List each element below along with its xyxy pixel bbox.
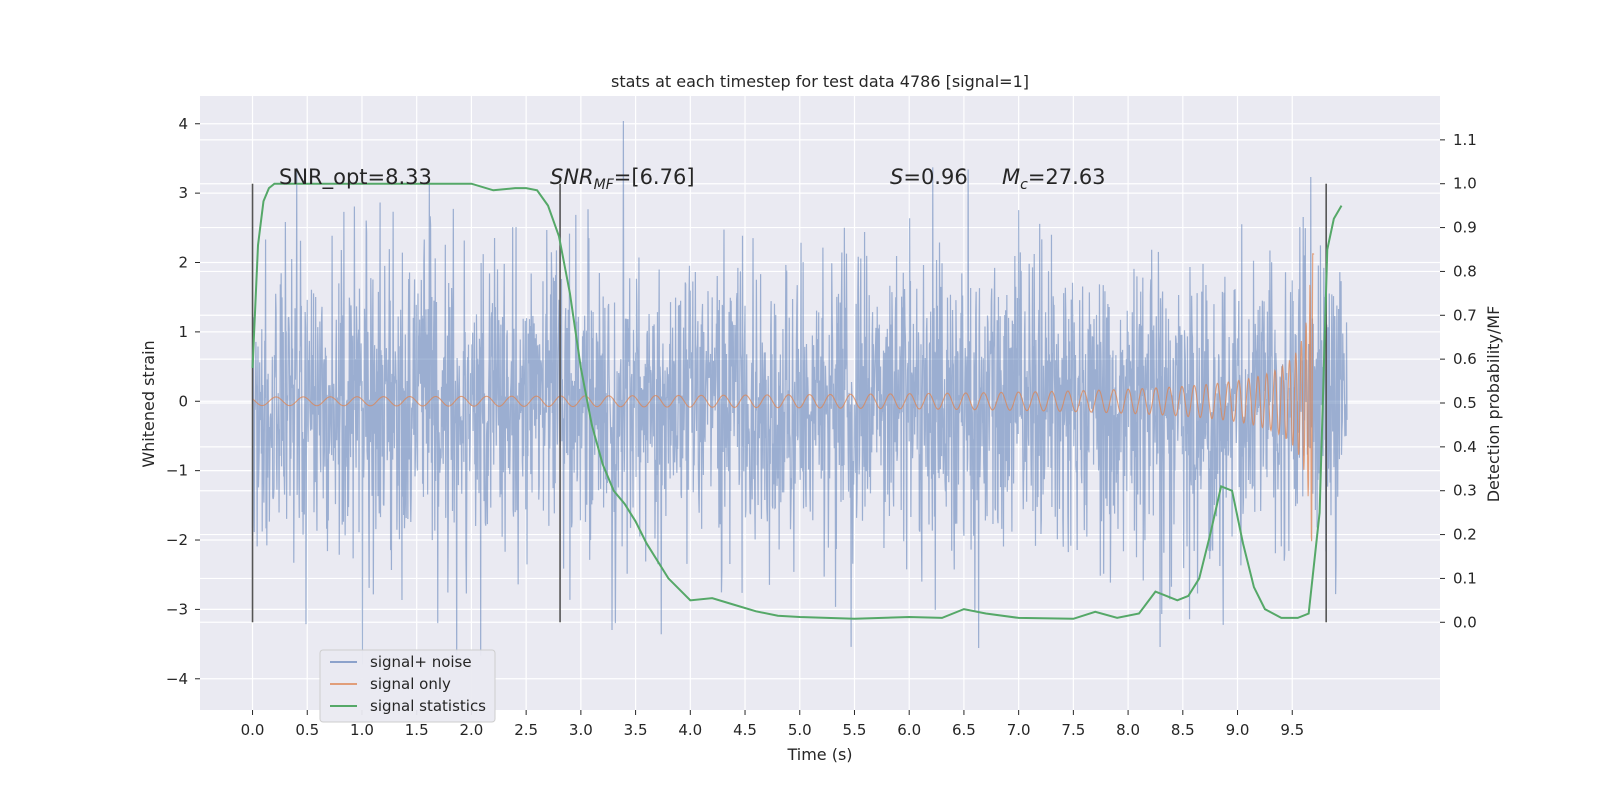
x-tick-label: 2.5 — [514, 721, 538, 739]
annotation-s: S=0.96 — [890, 165, 968, 189]
y-right-tick-label: 0.3 — [1453, 482, 1477, 500]
y-right-tick-label: 0.2 — [1453, 526, 1477, 544]
y-right-tick-label: 1.0 — [1453, 175, 1477, 193]
x-tick-label: 7.0 — [1007, 721, 1031, 739]
y-tick-label: 3 — [178, 184, 188, 202]
annotation-snr-opt: SNR_opt=8.33 — [279, 165, 432, 190]
x-ticks: 0.0 0.5 1.0 1.5 2.0 2.5 3.0 3.5 4.0 4.5 5.0 5.5 6.0 6… — [241, 710, 1304, 739]
legend-box — [319, 649, 496, 723]
x-tick-label: 5.0 — [788, 721, 812, 739]
y-right-tick-label: 0.1 — [1453, 569, 1477, 587]
series-signal-only — [252, 253, 1315, 542]
y-axis-label-right: Detection probability/MF — [1484, 306, 1503, 503]
noise-trace — [251, 120, 1348, 665]
legend-label-signal-only: signal only — [370, 675, 451, 693]
y-tick-label: −3 — [166, 600, 188, 618]
y-right-tick-label: 0.6 — [1453, 350, 1477, 368]
annotation-snr-mf: SNRMF=[6.76] — [550, 165, 695, 193]
x-tick-label: 2.0 — [459, 721, 483, 739]
chirp-trace — [252, 253, 1315, 542]
x-axis-label: Time (s) — [786, 745, 852, 764]
y-tick-label: 1 — [178, 323, 188, 341]
x-tick-label: 8.0 — [1116, 721, 1140, 739]
chart-title: stats at each timestep for test data 478… — [611, 72, 1029, 91]
y-tick-label: −4 — [166, 670, 188, 688]
y-ticks-right: 0.0 0.1 0.2 0.3 0.4 0.5 0.6 0.7 0.8 0.9 1.0 1.1 — [1440, 131, 1477, 631]
x-tick-label: 3.5 — [624, 721, 648, 739]
x-tick-label: 8.5 — [1171, 721, 1195, 739]
annotation-mc: Mc=27.63 — [1002, 165, 1106, 193]
x-tick-label: 0.0 — [241, 721, 265, 739]
y-ticks-left: −4 −3 −2 −1 0 1 2 3 4 — [166, 115, 200, 688]
y-right-tick-label: 0.7 — [1453, 306, 1477, 324]
y-tick-label: 4 — [178, 115, 188, 133]
x-tick-label: 6.5 — [952, 721, 976, 739]
x-tick-label: 4.5 — [733, 721, 757, 739]
y-tick-label: −1 — [166, 462, 188, 480]
y-right-tick-label: 0.5 — [1453, 394, 1477, 412]
legend: signal+ noise signal only signal statist… — [319, 649, 496, 723]
series-signal-statistics — [251, 182, 1343, 620]
y-axis-label: Whitened strain — [139, 340, 158, 467]
series-signal-noise — [251, 120, 1348, 665]
x-tick-label: 9.5 — [1280, 721, 1304, 739]
y-right-tick-label: 0.9 — [1453, 219, 1477, 237]
x-tick-label: 1.0 — [350, 721, 374, 739]
x-tick-label: 6.0 — [897, 721, 921, 739]
y-right-tick-label: 0.8 — [1453, 262, 1477, 280]
y-tick-label: 2 — [178, 254, 188, 272]
x-tick-label: 4.0 — [678, 721, 702, 739]
x-tick-label: 1.5 — [405, 721, 429, 739]
x-tick-label: 7.5 — [1061, 721, 1085, 739]
y-right-tick-label: 0.4 — [1453, 438, 1477, 456]
statistics-trace — [251, 182, 1343, 620]
y-right-tick-label: 1.1 — [1453, 131, 1477, 149]
y-right-tick-label: 0.0 — [1453, 613, 1477, 631]
y-tick-label: −2 — [166, 531, 188, 549]
legend-label-noise: signal+ noise — [370, 653, 472, 671]
x-tick-label: 3.0 — [569, 721, 593, 739]
x-tick-label: 0.5 — [295, 721, 319, 739]
x-tick-label: 5.5 — [843, 721, 867, 739]
x-tick-label: 9.0 — [1226, 721, 1250, 739]
legend-label-statistics: signal statistics — [370, 697, 486, 715]
y-tick-label: 0 — [178, 392, 188, 410]
